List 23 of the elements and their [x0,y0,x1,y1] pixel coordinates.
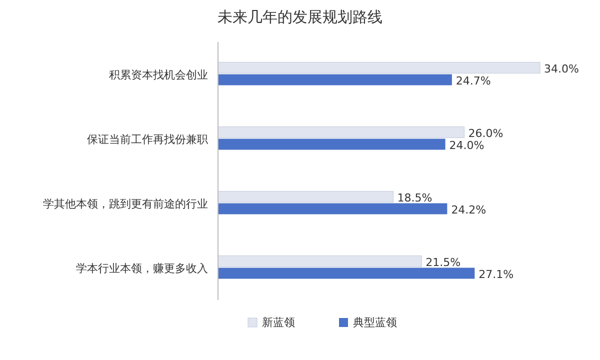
bar [218,126,465,138]
data-label: 26.0% [468,126,504,140]
data-label: 24.2% [451,203,486,216]
bar [218,138,446,150]
chart-title: 未来几年的发展规划路线 [218,8,382,26]
bar [218,268,475,279]
legend-label: 新蓝领 [262,316,295,329]
y-tick-label: 积累资本找机会创业 [109,68,208,82]
bar [218,255,422,268]
bar [218,190,394,203]
y-tick-label: 保证当前工作再找份兼职 [87,132,208,146]
bar [218,74,452,86]
data-label: 18.5% [397,191,432,204]
bar [218,203,448,214]
y-tick-label: 学本行业本领，赚更多收入 [76,262,208,275]
legend-label: 典型蓝领 [353,316,397,329]
data-label: 21.5% [426,256,461,269]
data-label: 34.0% [544,62,579,76]
y-tick-label: 学其他本领，跳到更有前途的行业 [43,197,208,210]
data-label: 27.1% [478,268,514,281]
bar [218,62,540,74]
data-label: 24.7% [456,74,491,88]
data-label: 24.0% [449,138,484,152]
